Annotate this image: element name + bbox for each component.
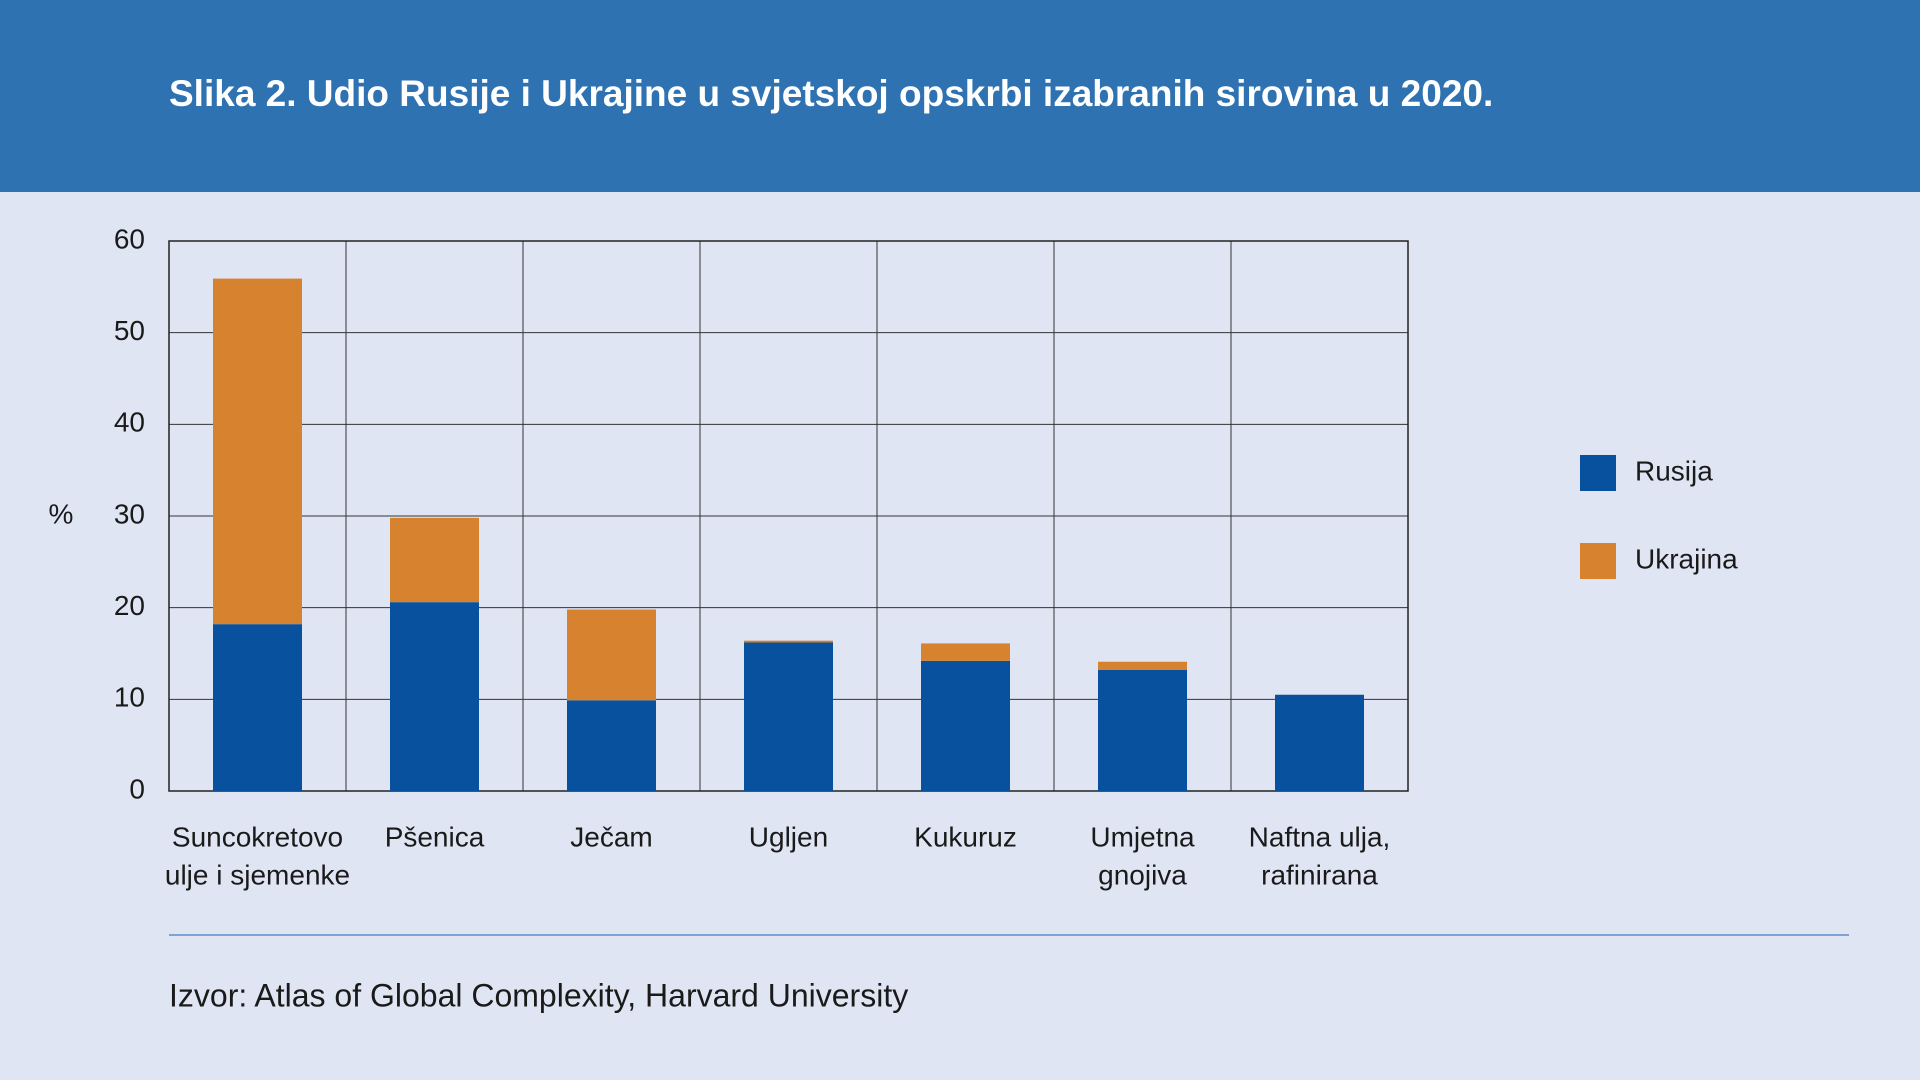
x-tick-label: rafinirana: [1261, 859, 1378, 890]
bar-segment: [1098, 661, 1187, 670]
y-tick-label: 10: [114, 682, 145, 713]
source: Izvor: Atlas of Global Complexity, Harva…: [169, 977, 908, 1013]
y-tick-label: 20: [114, 590, 145, 621]
bar-segment: [744, 642, 833, 791]
legend-label: Ukrajina: [1635, 543, 1738, 574]
y-tick-label: 60: [114, 223, 145, 254]
bar-segment: [213, 624, 302, 791]
bar-segment: [1098, 670, 1187, 791]
bar-segment: [213, 278, 302, 625]
header-band: [0, 0, 1920, 192]
legend-label: Rusija: [1635, 455, 1713, 486]
x-tick-label: ulje i sjemenke: [165, 859, 350, 890]
chart-title: Slika 2. Udio Rusije i Ukrajine u svjets…: [169, 73, 1493, 114]
x-tick-label: Kukuruz: [914, 821, 1017, 852]
y-tick-label: 30: [114, 498, 145, 529]
bar-segment: [744, 640, 833, 643]
legend-swatch: [1580, 455, 1616, 491]
y-tick-label: 50: [114, 315, 145, 346]
bar-segment: [567, 700, 656, 791]
bar-segment: [567, 609, 656, 701]
x-tick-label: Ječam: [570, 821, 652, 852]
x-tick-label: Umjetna: [1090, 821, 1195, 852]
x-tick-label: Ugljen: [749, 821, 828, 852]
bar-segment: [921, 660, 1010, 791]
x-tick-label: Pšenica: [385, 821, 485, 852]
y-tick-label: 40: [114, 407, 145, 438]
x-tick-label: gnojiva: [1098, 859, 1187, 890]
bar-segment: [390, 517, 479, 603]
x-tick-label: Naftna ulja,: [1249, 821, 1391, 852]
legend-swatch: [1580, 543, 1616, 579]
y-tick-label: 0: [129, 773, 145, 804]
x-tick-label: Suncokretovo: [172, 821, 343, 852]
bar-segment: [1275, 694, 1364, 791]
bar-segment: [921, 643, 1010, 661]
y-axis-label: %: [49, 498, 74, 529]
bar-segment: [390, 602, 479, 791]
